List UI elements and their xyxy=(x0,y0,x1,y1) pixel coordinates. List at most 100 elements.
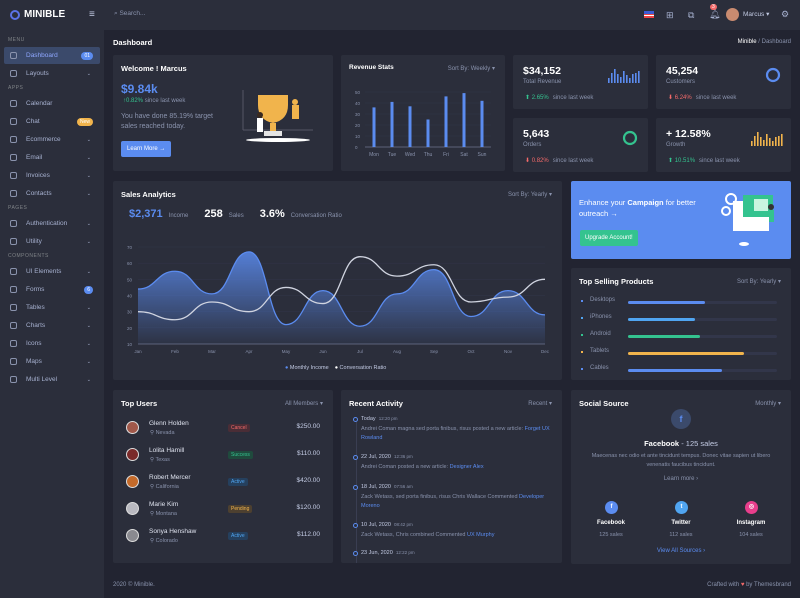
progress-fill xyxy=(628,335,700,338)
activity-date: 22 Jul, 2020 12:36 pm xyxy=(361,454,413,460)
mini-bar xyxy=(772,141,774,146)
mini-bar xyxy=(620,77,622,83)
sidebar-item-chat[interactable]: Chat New xyxy=(4,113,100,130)
sidebar-item-multi-level[interactable]: Multi Level ⌄ xyxy=(4,371,100,388)
user-name[interactable]: Glenn Holden xyxy=(149,420,189,427)
stat-value: 45,254 xyxy=(666,65,699,77)
revenue-bar-Sat xyxy=(462,93,466,147)
utility-icon xyxy=(10,238,17,245)
twitter-icon[interactable]: t xyxy=(675,501,688,514)
sidebar-item-label: UI Elements xyxy=(26,268,62,275)
flag-us-icon[interactable] xyxy=(644,11,654,18)
trophy-illustration xyxy=(242,90,313,142)
sidebar-item-label: Forms xyxy=(26,286,45,293)
stat-change: ⬇ 0.82% since last week xyxy=(525,157,593,164)
sidebar-item-label: Maps xyxy=(26,358,42,365)
upgrade-account-button[interactable]: Upgrade Account! xyxy=(580,230,638,246)
recent-filter-dropdown[interactable]: Recent ▾ xyxy=(528,401,552,407)
chevron-down-icon: ⌄ xyxy=(86,304,91,311)
stat-change-value: ⬆ 10.51% xyxy=(668,158,696,164)
user-menu[interactable]: Marcus ▾ xyxy=(743,11,770,18)
activity-link[interactable]: Developer Moreno xyxy=(361,494,545,509)
activity-link[interactable]: Designer Alex xyxy=(449,464,484,470)
sidebar-item-layouts[interactable]: Layouts ⌄ xyxy=(4,65,100,82)
chevron-down-icon: ⌄ xyxy=(86,376,91,383)
user-amount: $110.00 xyxy=(296,450,320,457)
sidebar-item-email[interactable]: Email ⌄ xyxy=(4,149,100,166)
y-tick-label: 60 xyxy=(127,261,133,266)
social-filter-dropdown[interactable]: Monthly ▾ xyxy=(755,401,781,407)
settings-gear-icon[interactable]: ⚙ xyxy=(781,9,790,19)
user-name[interactable]: Marie Kim xyxy=(149,501,179,508)
user-name[interactable]: Robert Mercer xyxy=(149,474,191,481)
mini-bar xyxy=(751,141,753,146)
progress-fill xyxy=(628,318,696,321)
sidebar-item-icons[interactable]: Icons ⌄ xyxy=(4,335,100,352)
user-avatar[interactable] xyxy=(726,8,739,21)
maps-icon xyxy=(10,358,17,365)
stat-change: ⬆ 2.65% since last week xyxy=(525,94,593,101)
learn-more-link[interactable]: Learn more › xyxy=(663,476,699,482)
sidebar-item-dashboard[interactable]: Dashboard 01 xyxy=(4,47,100,64)
apps-grid-icon[interactable]: ⊞ xyxy=(666,10,674,20)
sidebar-item-forms[interactable]: Forms 6 xyxy=(4,281,100,298)
legend-monthly-income[interactable]: ● Monthly Income xyxy=(285,365,329,371)
sales-sort-dropdown[interactable]: Sort By: Yearly ▾ xyxy=(507,192,552,198)
welcome-card: Welcome ! Marcus $9.84k ↑0.82% since las… xyxy=(113,55,333,171)
sidebar-item-label: Email xyxy=(26,154,43,161)
sidebar-item-maps[interactable]: Maps ⌄ xyxy=(4,353,100,370)
sidebar-item-invoices[interactable]: Invoices ⌄ xyxy=(4,167,100,184)
map-pin-icon: ⚲ xyxy=(150,457,156,463)
mini-bar xyxy=(626,75,628,83)
y-tick-label: 40 xyxy=(355,101,361,106)
bell-icon[interactable]: 🔔︎ xyxy=(709,9,721,19)
ratio-label: Conversation Ratio xyxy=(290,213,342,219)
sidebar-item-calendar[interactable]: Calendar xyxy=(4,95,100,112)
status-badge: Cancel xyxy=(228,424,250,432)
instagram-icon[interactable]: ◎ xyxy=(745,501,758,514)
welcome-change-suffix: since last week xyxy=(144,98,186,104)
y-tick-label: 10 xyxy=(127,342,133,347)
breadcrumb-home[interactable]: Minible xyxy=(737,39,757,45)
fullscreen-icon[interactable]: ⧉ xyxy=(688,10,695,20)
welcome-amount: $9.84k xyxy=(121,82,158,96)
sales-label: Sales xyxy=(228,213,244,219)
sidebar-item-ui-elements[interactable]: UI Elements ⌄ xyxy=(4,263,100,280)
x-tick-label: May xyxy=(282,349,291,354)
facebook-icon[interactable]: f xyxy=(605,501,618,514)
activity-link[interactable]: UX Murphy xyxy=(466,532,495,538)
sidebar-item-contacts[interactable]: Contacts ⌄ xyxy=(4,185,100,202)
brand-logo[interactable]: MINIBLE xyxy=(10,9,65,20)
view-all-sources-link[interactable]: View All Sources › xyxy=(656,548,706,554)
x-tick-label: Fri xyxy=(443,152,449,158)
activity-text: Zack Wetass, Chris combined Commented UX… xyxy=(361,532,495,538)
revenue-bar-Sun xyxy=(480,100,484,147)
mini-bar-chart xyxy=(751,132,783,146)
source-name: Facebook xyxy=(596,520,625,526)
x-tick-label: Wed xyxy=(405,152,415,158)
x-tick-label: Sun xyxy=(478,152,487,158)
map-pin-icon: ⚲ xyxy=(150,538,156,544)
sidebar-section-title: MENU xyxy=(8,37,25,43)
stat-change: ⬆ 10.51% since last week xyxy=(668,157,740,164)
activity-link[interactable]: Forget UX Rowland xyxy=(361,426,550,441)
revenue-sort-dropdown[interactable]: Sort By: Weekly ▾ xyxy=(447,66,495,72)
sidebar-item-authentication[interactable]: Authentication ⌄ xyxy=(4,215,100,232)
members-filter-dropdown[interactable]: All Members ▾ xyxy=(284,401,323,407)
sidebar-item-ecommerce[interactable]: Ecommerce ⌄ xyxy=(4,131,100,148)
top-selling-sort-dropdown[interactable]: Sort By: Yearly ▾ xyxy=(736,279,781,285)
mini-bar-chart xyxy=(608,69,640,83)
stat-label: Growth xyxy=(666,142,686,148)
conversation-ratio-line xyxy=(137,256,546,321)
sidebar-item-tables[interactable]: Tables ⌄ xyxy=(4,299,100,316)
sidebar-item-charts[interactable]: Charts ⌄ xyxy=(4,317,100,334)
legend-conversation-ratio[interactable]: ● Conversation Ratio xyxy=(334,365,387,371)
user-name[interactable]: Lolita Hamill xyxy=(149,447,185,454)
sidebar-item-utility[interactable]: Utility ⌄ xyxy=(4,233,100,250)
user-name[interactable]: Sonya Henshaw xyxy=(149,528,197,535)
campaign-text: Enhance your Campaign for better outreac… xyxy=(579,198,696,218)
search-input[interactable]: ⌕ Search... xyxy=(114,10,146,17)
stat-label: Orders xyxy=(523,142,542,148)
menu-toggle-icon[interactable]: ≡ xyxy=(89,9,95,20)
learn-more-button[interactable]: Learn More → xyxy=(121,141,172,157)
